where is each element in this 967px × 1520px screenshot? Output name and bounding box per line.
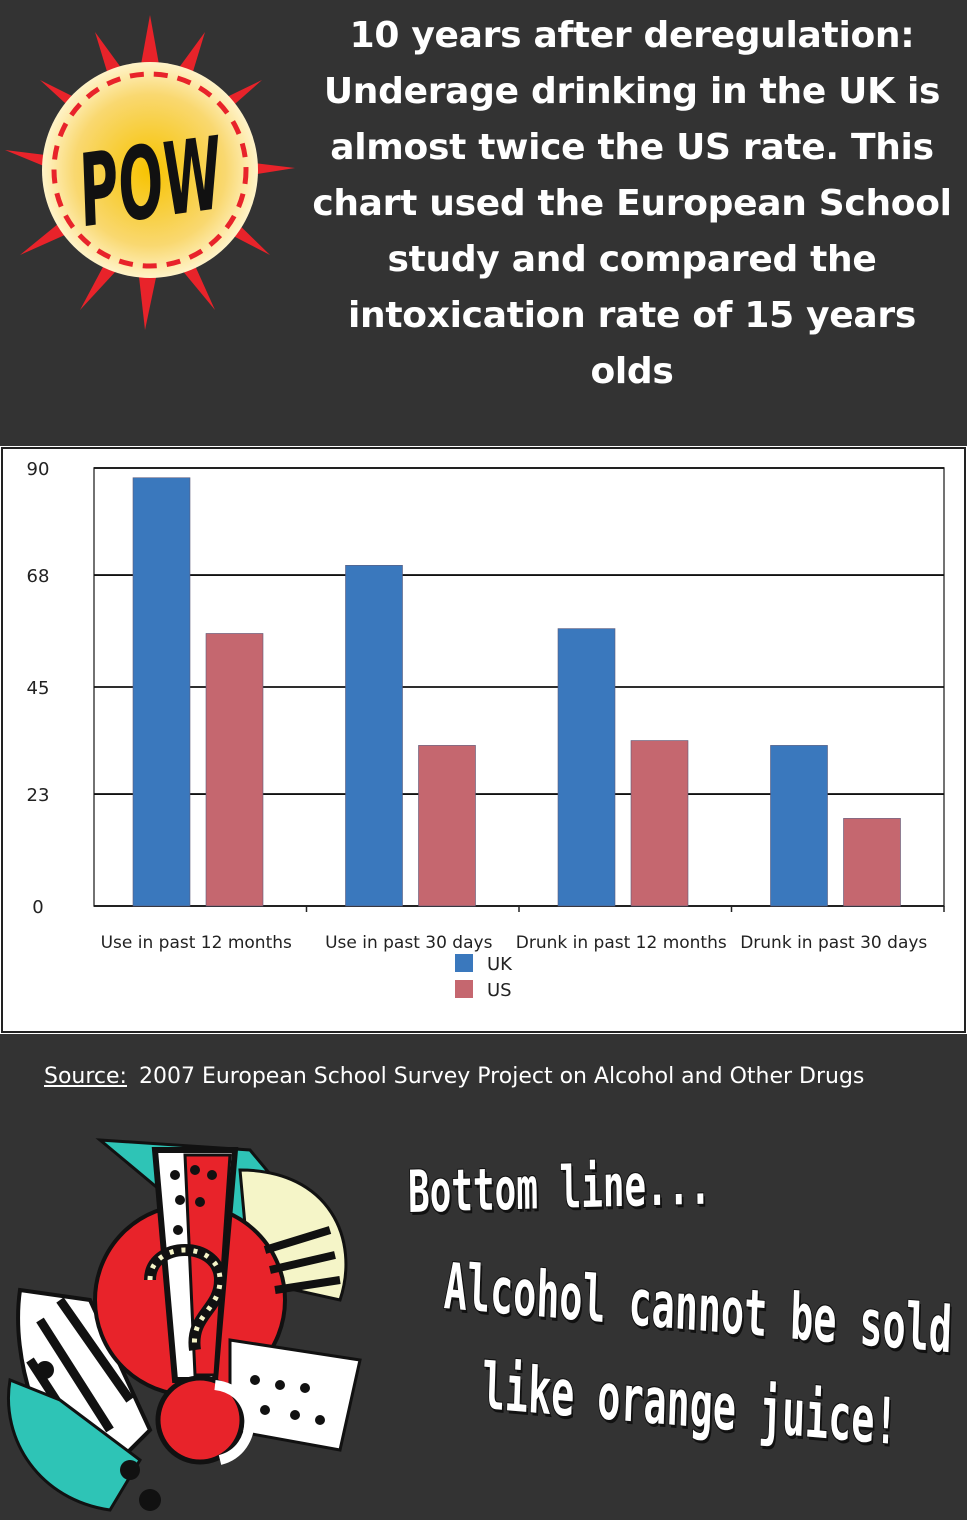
source-note: Source: 2007 European School Survey Proje… [44,1064,864,1089]
bar-us [205,633,264,907]
bottom-line-heading: Bottom line... [407,1149,712,1226]
bar-uk [770,745,828,907]
bar-uk [557,628,616,907]
pow-burst-icon: POW [5,15,295,330]
exclamation-question-clipart-icon [7,1138,362,1512]
legend-label-uk: UK [487,954,513,975]
bottom-line-text-2: like orange juice! [480,1350,899,1461]
legend-swatch-uk [455,954,473,972]
bar-uk [345,565,403,907]
page-title: 10 years after deregulation: Underage dr… [312,15,952,392]
y-tick-label: 68 [27,566,50,587]
x-tick-label: Use in past 12 months [101,933,292,953]
chart-frame [1,447,966,1033]
bar-us [630,740,689,907]
x-tick-label: Drunk in past 12 months [516,933,727,953]
x-tick-label: Use in past 30 days [325,933,493,953]
pow-text: POW [78,114,224,250]
y-tick-label: 23 [27,785,50,806]
y-tick-label: 90 [27,459,50,480]
bar-uk [132,477,191,907]
bottom-line-text-1: Alcohol cannot be sold [442,1250,954,1369]
x-tick-label: Drunk in past 30 days [740,933,927,953]
bar-us [418,745,476,907]
y-tick-label: 45 [27,678,50,699]
legend-swatch-us [455,980,473,998]
source-text: 2007 European School Survey Project on A… [138,1064,865,1089]
chart-panel: 0 23 45 68 90 Use in past 12 months Use in pas… [0,446,967,1034]
y-tick-label: 0 [32,897,43,918]
legend-label-us: US [487,980,512,1001]
bar-chart: 0 23 45 68 90 Use in past 12 months Use in pas… [1,447,966,1033]
source-label: Source: [44,1064,127,1089]
bar-us [843,818,901,907]
